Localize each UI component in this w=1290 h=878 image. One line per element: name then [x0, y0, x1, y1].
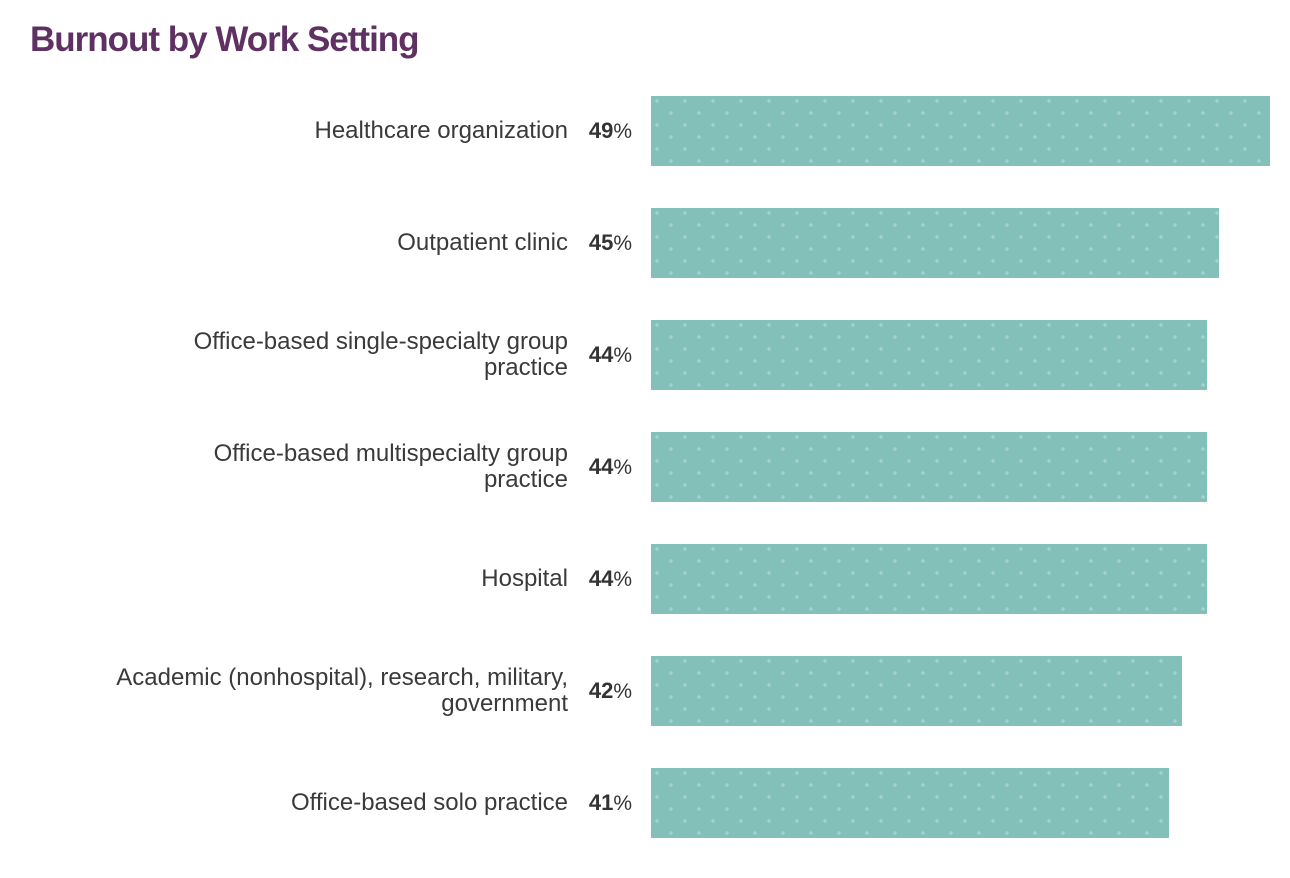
- chart-title: Burnout by Work Setting: [30, 20, 420, 59]
- value-label: 44%: [568, 342, 632, 368]
- bar: [651, 208, 1220, 278]
- bar-track: [651, 208, 1270, 278]
- value-number: 42: [588, 678, 614, 703]
- bar-row: Office-based multispecialty group practi…: [0, 432, 1270, 502]
- value-label: 42%: [568, 678, 632, 704]
- bar-row: Hospital 44%: [0, 544, 1270, 614]
- value-number: 49: [588, 118, 614, 143]
- value-number: 44: [588, 454, 614, 479]
- percent-sign: %: [613, 456, 632, 479]
- value-number: 44: [588, 566, 614, 591]
- category-label: Academic (nonhospital), research, milita…: [116, 663, 568, 717]
- value-label: 44%: [568, 566, 632, 592]
- bar-track: [651, 768, 1270, 838]
- percent-sign: %: [613, 232, 632, 255]
- bar-track: [651, 432, 1270, 502]
- percent-sign: %: [613, 344, 632, 367]
- bar: [651, 768, 1169, 838]
- category-label: Healthcare organization: [314, 116, 569, 144]
- category-label: Office-based single-specialty group prac…: [193, 327, 568, 381]
- value-label: 49%: [568, 118, 632, 144]
- value-number: 45: [588, 230, 614, 255]
- bar-row: Office-based solo practice 41%: [0, 768, 1270, 838]
- value-label: 41%: [568, 790, 632, 816]
- bar-row: Healthcare organization 49%: [0, 96, 1270, 166]
- bar-row: Outpatient clinic 45%: [0, 208, 1270, 278]
- percent-sign: %: [613, 120, 632, 143]
- percent-sign: %: [613, 680, 632, 703]
- bar-track: [651, 96, 1270, 166]
- bar-track: [651, 544, 1270, 614]
- category-label: Office-based solo practice: [290, 788, 568, 816]
- bar-track: [651, 320, 1270, 390]
- bar: [651, 320, 1207, 390]
- bar-row: Academic (nonhospital), research, milita…: [0, 656, 1270, 726]
- percent-sign: %: [613, 568, 632, 591]
- bar: [651, 544, 1207, 614]
- bar: [651, 656, 1182, 726]
- value-number: 41: [588, 790, 614, 815]
- category-label: Hospital: [481, 564, 568, 592]
- percent-sign: %: [613, 792, 632, 815]
- value-number: 44: [588, 342, 614, 367]
- category-label: Outpatient clinic: [397, 228, 568, 256]
- bar: [651, 432, 1207, 502]
- bar-rows: Healthcare organization 49% Outpatient c…: [0, 96, 1270, 838]
- value-label: 45%: [568, 230, 632, 256]
- bar-row: Office-based single-specialty group prac…: [0, 320, 1270, 390]
- value-label: 44%: [568, 454, 632, 480]
- bar: [651, 96, 1270, 166]
- bar-track: [651, 656, 1270, 726]
- category-label: Office-based multispecialty group practi…: [213, 439, 568, 493]
